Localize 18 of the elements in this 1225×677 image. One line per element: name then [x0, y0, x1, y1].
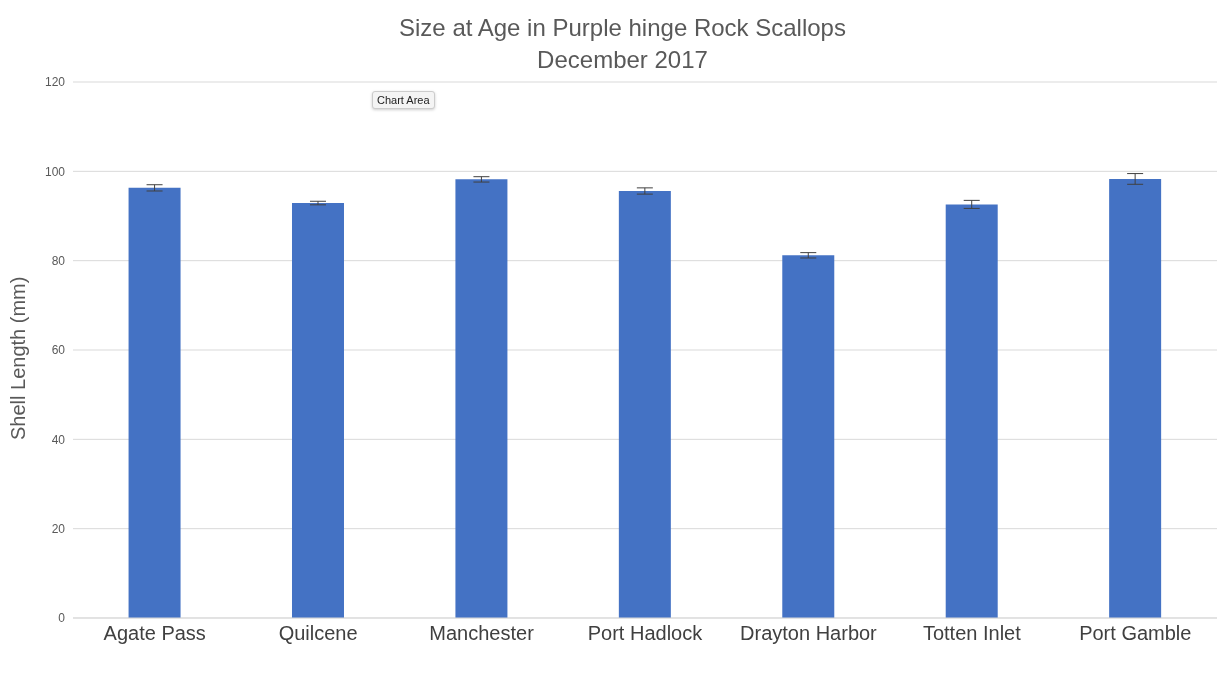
annotation: Chart Area — [372, 91, 435, 109]
x-tick-label: Quilcene — [278, 622, 358, 645]
chart-subtitle: December 2017 — [536, 45, 709, 75]
y-tick-label: 80 — [51, 253, 66, 268]
y-tick-label: 40 — [51, 432, 66, 447]
y-tick-label: 100 — [44, 164, 66, 179]
x-tick-label: Port Hadlock — [587, 622, 704, 645]
chart-title: Size at Age in Purple hinge Rock Scallops — [398, 13, 847, 43]
y-tick-label: 0 — [58, 611, 66, 626]
y-tick-label: 20 — [51, 521, 66, 536]
y-axis-title: Shell Length (mm) — [7, 276, 30, 440]
y-tick-label: 120 — [44, 75, 66, 90]
x-tick-label: Agate Pass — [103, 622, 206, 645]
y-tick-label: 60 — [51, 343, 66, 358]
x-tick-label: Port Gamble — [1079, 622, 1192, 645]
x-tick-label: Drayton Harbor — [740, 622, 878, 645]
x-tick-label: Totten Inlet — [922, 622, 1022, 645]
x-tick-label: Manchester — [429, 622, 535, 645]
